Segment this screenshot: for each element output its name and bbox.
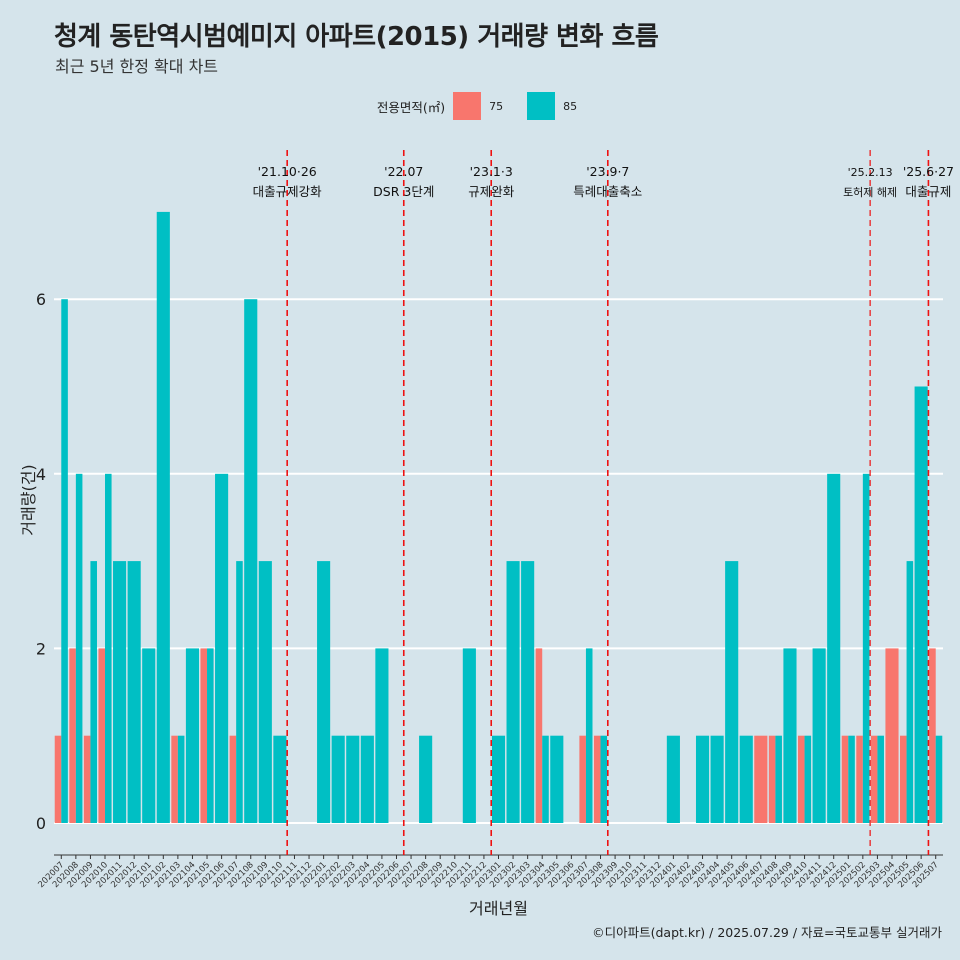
bar-75-202507 xyxy=(929,648,936,823)
bar-75-202304 xyxy=(535,648,543,823)
legend-swatch-85 xyxy=(527,92,556,120)
bar-85-202307 xyxy=(585,648,593,823)
bar-75-202103 xyxy=(171,735,178,823)
bar-85-202102 xyxy=(156,211,170,823)
annotation-date-3: '23.9·7 xyxy=(586,164,629,179)
bar-85-202101 xyxy=(142,648,156,823)
bar-85-202107 xyxy=(236,561,243,823)
bar-85-202211 xyxy=(462,648,476,823)
bar-85-202109 xyxy=(258,561,272,823)
bar-85-202507 xyxy=(935,735,943,823)
bar-85-202104 xyxy=(185,648,200,823)
annotation-date-5: '25.6·27 xyxy=(903,164,954,179)
bar-85-202202 xyxy=(331,735,345,823)
bar-85-202506 xyxy=(914,386,928,823)
bar-85-202308 xyxy=(600,735,608,823)
bar-75-202008 xyxy=(69,648,76,823)
bar-75-202307 xyxy=(579,735,586,823)
bar-85-202501 xyxy=(848,735,855,823)
bar-75-202105 xyxy=(200,648,208,823)
chart-subtitle: 최근 5년 한정 확대 차트 xyxy=(55,57,219,76)
annotation-label-1: DSR 3단계 xyxy=(373,184,434,199)
bar-75-202410 xyxy=(797,735,805,823)
annotation-date-4: '25.2.13 xyxy=(848,166,893,179)
legend-label-75: 75 xyxy=(489,99,504,113)
bar-85-202403 xyxy=(695,735,710,823)
bar-85-202305 xyxy=(550,735,564,823)
bar-75-202407 xyxy=(754,735,768,823)
bar-75-202505 xyxy=(900,735,907,823)
bar-85-202007 xyxy=(61,299,68,823)
bar-85-202105 xyxy=(207,648,214,823)
bar-85-202205 xyxy=(375,648,389,823)
bar-85-202505 xyxy=(906,561,914,823)
bar-85-202009 xyxy=(90,561,97,823)
bar-75-202504 xyxy=(885,648,899,823)
bar-85-202405 xyxy=(725,561,739,823)
bar-85-202011 xyxy=(113,561,127,823)
annotation-label-4: 토허제 해제 xyxy=(843,185,897,199)
bar-75-202007 xyxy=(54,735,62,823)
bar-85-202106 xyxy=(215,473,229,823)
bar-85-202410 xyxy=(804,735,812,823)
bar-75-202107 xyxy=(229,735,237,823)
bar-85-202406 xyxy=(739,735,753,823)
bar-85-202103 xyxy=(177,735,185,823)
legend-swatch-75 xyxy=(453,92,482,120)
bar-75-202503 xyxy=(870,735,878,823)
y-tick-label-2: 2 xyxy=(36,639,46,658)
annotation-date-2: '23.1·3 xyxy=(470,164,513,179)
annotation-date-0: '21.10·26 xyxy=(258,164,317,179)
x-axis-title: 거래년월 xyxy=(469,899,528,918)
bar-75-202009 xyxy=(83,735,91,823)
bar-75-202408 xyxy=(768,735,776,823)
y-tick-label-4: 4 xyxy=(36,465,46,484)
legend: 전용면적(㎡) 75 85 xyxy=(0,92,960,120)
bar-85-202008 xyxy=(75,473,83,823)
bar-85-202503 xyxy=(877,735,884,823)
bar-85-202408 xyxy=(775,735,782,823)
bar-75-202010 xyxy=(98,648,106,823)
bar-85-202302 xyxy=(506,561,520,823)
bar-85-202108 xyxy=(244,299,258,823)
bar-85-202401 xyxy=(666,735,680,823)
bar-85-202203 xyxy=(346,735,360,823)
bar-75-202502 xyxy=(856,735,863,823)
legend-label-85: 85 xyxy=(563,99,578,113)
bar-85-202208 xyxy=(419,735,433,823)
bar-85-202304 xyxy=(542,735,549,823)
bar-85-202110 xyxy=(273,735,287,823)
bar-85-202409 xyxy=(783,648,797,823)
bar-85-202012 xyxy=(127,561,141,823)
chart-title: 청계 동탄역시범예미지 아파트(2015) 거래량 변화 흐름 xyxy=(54,22,659,52)
bar-85-202411 xyxy=(812,648,826,823)
legend-title: 전용면적(㎡) xyxy=(376,99,446,115)
annotation-label-3: 특례대출축소 xyxy=(573,184,642,199)
bar-85-202412 xyxy=(827,473,841,823)
source-caption: ©디아파트(dapt.kr) / 2025.07.29 / 자료=국토교통부 실… xyxy=(592,925,942,940)
bar-85-202201 xyxy=(317,561,331,823)
bar-75-202501 xyxy=(841,735,849,823)
bar-75-202308 xyxy=(593,735,601,823)
annotation-date-1: '22.07 xyxy=(384,164,423,179)
bar-85-202301 xyxy=(491,735,506,823)
bar-85-202404 xyxy=(710,735,724,823)
y-axis-title: 거래량(건) xyxy=(19,464,38,535)
bar-85-202303 xyxy=(521,561,535,823)
bar-85-202010 xyxy=(105,473,112,823)
y-tick-label-6: 6 xyxy=(36,290,46,309)
y-tick-label-0: 0 xyxy=(36,814,46,833)
annotation-label-2: 규제완화 xyxy=(468,184,515,199)
annotation-label-5: 대출규제 xyxy=(905,184,951,199)
annotation-label-0: 대출규제강화 xyxy=(253,184,323,199)
bar-85-202204 xyxy=(360,735,374,823)
bar-85-202502 xyxy=(862,473,870,823)
